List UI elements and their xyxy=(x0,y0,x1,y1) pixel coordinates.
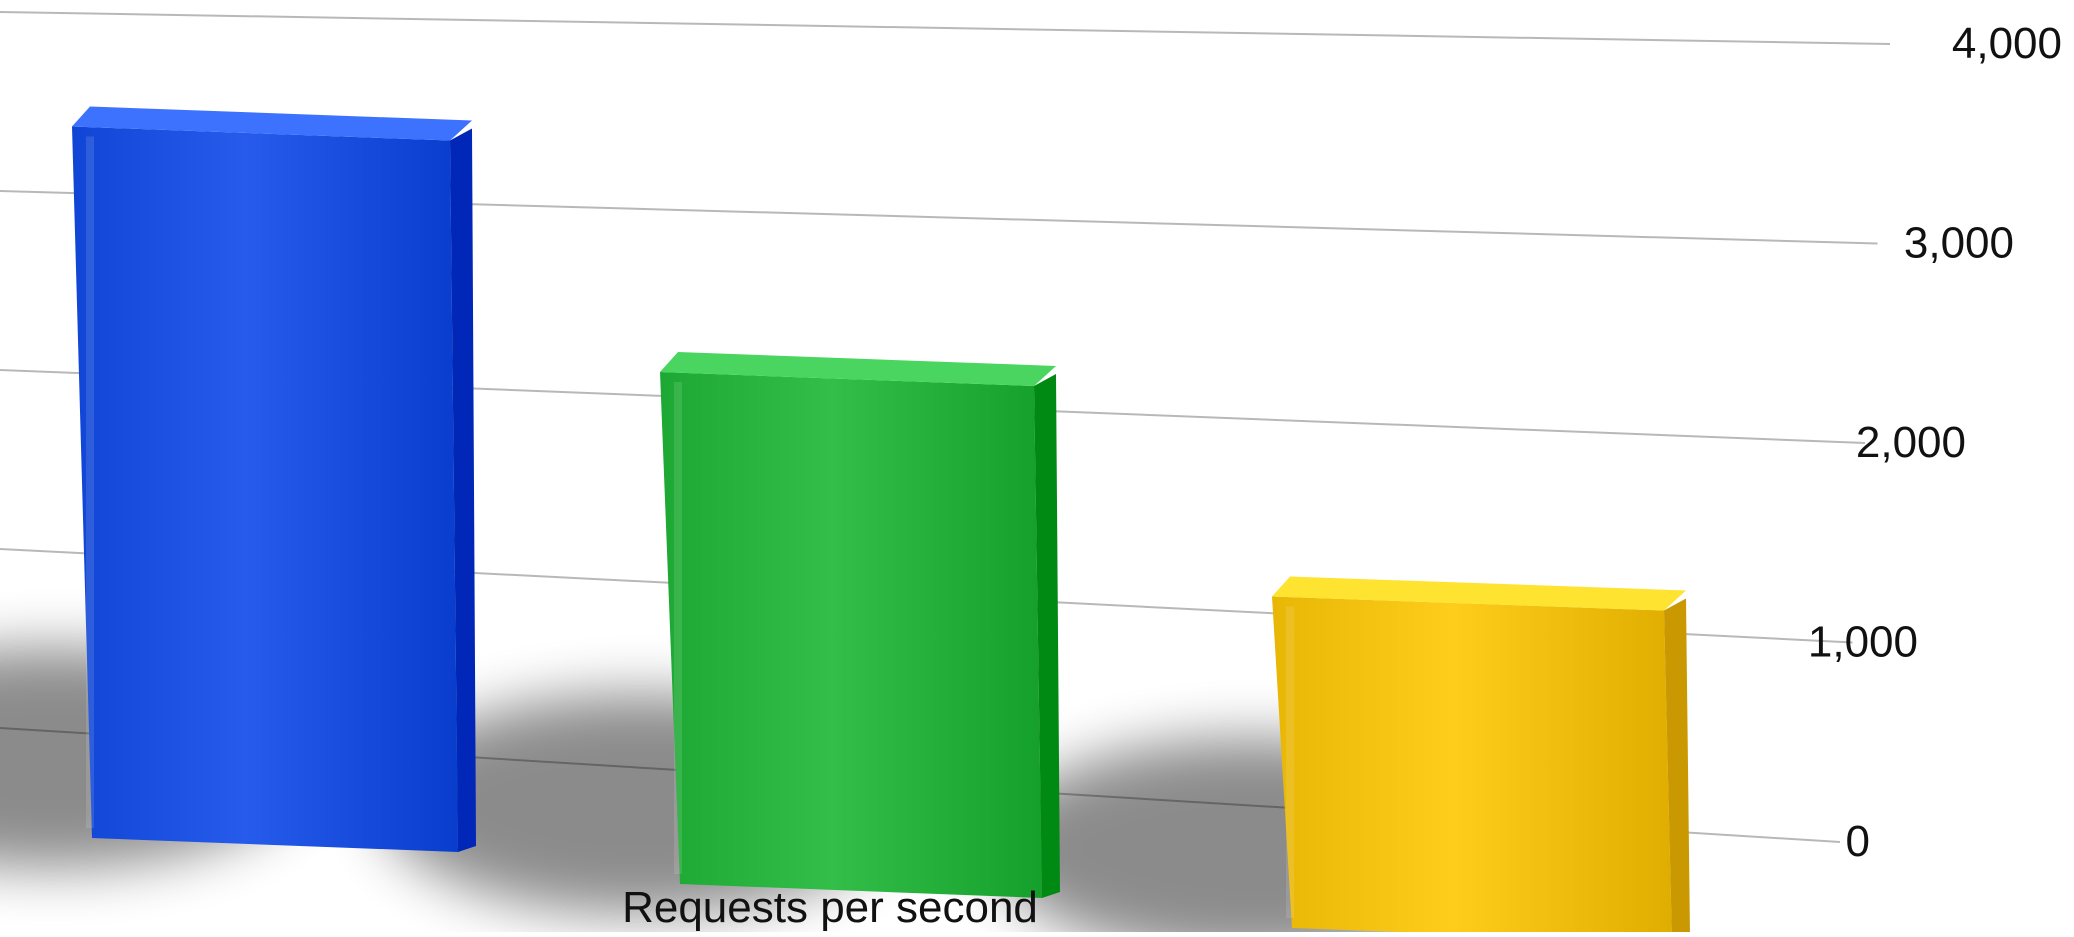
y-tick-label: 2,000 xyxy=(1856,418,1966,467)
bar-top xyxy=(660,352,1056,386)
y-tick-label: 0 xyxy=(1846,817,1870,866)
bar-highlight xyxy=(86,136,94,828)
bar-side xyxy=(1034,374,1060,898)
bar-top xyxy=(72,106,472,141)
bar-front xyxy=(1272,596,1672,937)
bar-layer xyxy=(72,106,1690,937)
x-axis-label: Requests per second xyxy=(622,883,1038,932)
y-axis-ticks: 0 1,000 2,000 3,000 4,000 xyxy=(1808,19,2062,866)
y-tick-label: 3,000 xyxy=(1904,219,2014,268)
y-tick-label: 4,000 xyxy=(1952,19,2062,68)
bar-highlight xyxy=(674,382,682,874)
bar-top xyxy=(1272,576,1686,611)
bar-side xyxy=(450,128,476,852)
bar-side xyxy=(1664,598,1690,937)
bar-highlight xyxy=(1286,606,1294,918)
y-tick-label: 1,000 xyxy=(1808,618,1918,667)
bar xyxy=(660,352,1060,898)
bar-front xyxy=(660,372,1042,898)
gridline xyxy=(0,11,1891,45)
bar xyxy=(1272,576,1690,937)
bar-front xyxy=(72,126,458,852)
bar xyxy=(72,106,476,852)
